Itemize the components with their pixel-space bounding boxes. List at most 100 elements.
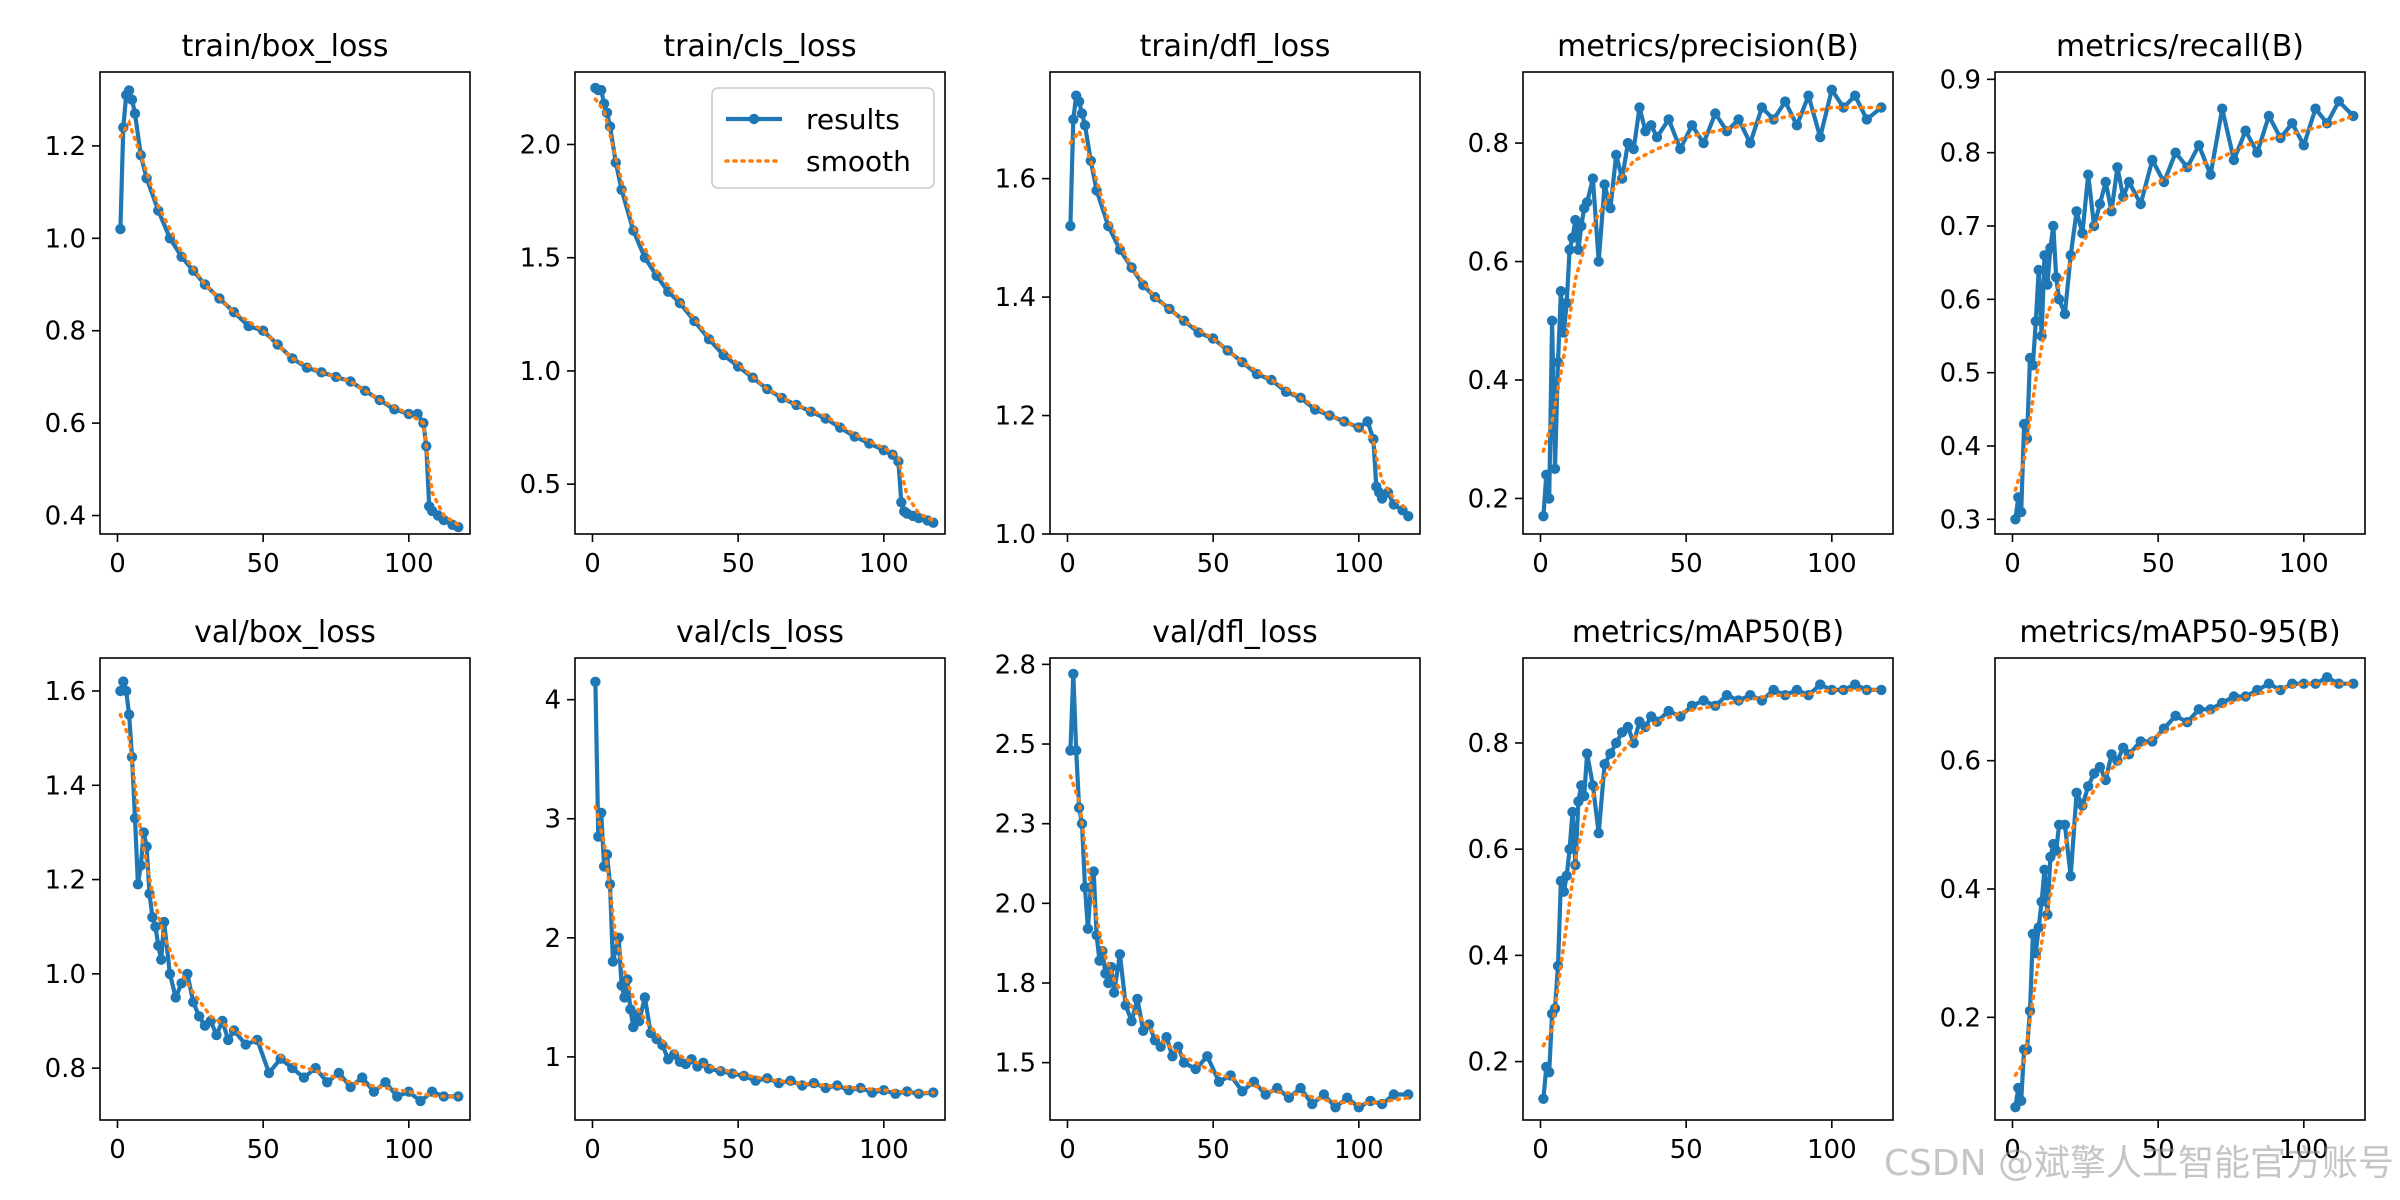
x-tick-label: 100 — [1334, 1135, 1384, 1165]
results-line — [1068, 671, 1409, 1110]
results-point — [2033, 922, 2044, 933]
results-point — [2228, 154, 2240, 166]
x-tick-label: 0 — [1532, 549, 1549, 579]
subplot-title: metrics/precision(B) — [1557, 29, 1859, 64]
results-point — [596, 84, 607, 96]
results-point — [1756, 102, 1768, 113]
results-point — [438, 514, 449, 526]
results-point — [2310, 103, 2321, 114]
results-point — [1167, 1051, 1178, 1062]
y-tick-label: 1.2 — [995, 402, 1036, 432]
results-point — [1599, 179, 1610, 190]
results-point — [2170, 147, 2181, 158]
results-point — [322, 1077, 333, 1088]
results-point — [1745, 137, 1756, 149]
x-tick-label: 0 — [1059, 1135, 1076, 1165]
y-tick-label: 0.6 — [1940, 747, 1981, 777]
y-tick-label: 0.4 — [1940, 432, 1981, 462]
results-point — [380, 1077, 391, 1088]
subplot-title: train/box_loss — [181, 29, 388, 64]
results-point — [2083, 781, 2094, 792]
results-point — [1826, 84, 1838, 96]
results-point — [2333, 96, 2344, 107]
results-point — [1593, 828, 1604, 839]
y-tick-label: 0.9 — [1940, 65, 1981, 95]
results-point — [1861, 114, 1873, 125]
results-point — [2010, 514, 2021, 525]
results-point — [1555, 286, 1567, 297]
plot-area — [115, 85, 464, 533]
results-point — [193, 1011, 205, 1022]
results-point — [593, 831, 604, 842]
results-point — [1082, 923, 1094, 934]
results-point — [1651, 132, 1663, 143]
results-point — [2036, 896, 2047, 907]
results-point — [156, 954, 167, 965]
results-point — [1260, 1089, 1271, 1100]
results-point — [2094, 761, 2106, 773]
x-tick-label: 100 — [859, 1135, 909, 1165]
y-tick-label: 3 — [544, 805, 561, 835]
subplot: val/cls_loss 0 50 100 1 2 3 4 — [544, 615, 946, 1165]
x-tick-label: 0 — [584, 549, 601, 579]
axes-frame — [1994, 71, 2366, 535]
results-point — [1780, 96, 1791, 107]
results-point — [2027, 360, 2039, 371]
axes-frame — [1522, 657, 1894, 1121]
results-point — [633, 1016, 645, 1027]
plot-area — [1538, 679, 1887, 1105]
y-tick-label: 2.3 — [995, 810, 1036, 840]
results-point — [147, 912, 158, 923]
smooth-line — [1068, 127, 1411, 513]
results-point — [1126, 1016, 1137, 1027]
results-point — [1593, 256, 1604, 267]
results-point — [1065, 220, 1076, 232]
results-point — [123, 85, 135, 96]
plot-area — [2010, 96, 2359, 525]
results-point — [2298, 678, 2309, 689]
legend-results-label: results — [806, 103, 900, 136]
y-tick-label: 1.0 — [995, 520, 1036, 550]
results-point — [2083, 169, 2094, 180]
results-point — [1132, 993, 1143, 1005]
results-point — [2106, 206, 2117, 217]
results-line — [1541, 682, 1882, 1099]
results-point — [2045, 242, 2056, 254]
results-point — [1564, 244, 1575, 255]
subplot: train/box_loss 0 50 100 0.4 0.6 0.8 1.0 1.2 — [45, 29, 471, 579]
results-point — [1876, 102, 1887, 113]
y-tick-label: 1.0 — [45, 960, 86, 990]
results-point — [1605, 203, 1616, 214]
results-point — [2240, 125, 2251, 136]
y-tick-label: 0.5 — [520, 470, 561, 500]
x-tick-label: 50 — [1670, 549, 1703, 579]
results-point — [392, 1091, 403, 1102]
y-tick-label: 0.2 — [1468, 1048, 1509, 1078]
results-point — [1698, 137, 1709, 149]
results-point — [121, 685, 132, 697]
results-point — [2018, 418, 2030, 430]
x-tick-label: 50 — [247, 1135, 280, 1165]
results-point — [1646, 120, 1657, 131]
x-tick-label: 0 — [2004, 549, 2021, 579]
axes-frame — [1049, 71, 1421, 535]
y-tick-label: 0.8 — [1468, 729, 1509, 759]
smooth-line — [593, 804, 936, 1095]
results-point — [2059, 819, 2071, 830]
results-point — [1330, 1102, 1341, 1113]
results-point — [2013, 492, 2024, 503]
x-tick-label: 100 — [384, 549, 434, 579]
y-tick-label: 0.6 — [1468, 248, 1509, 278]
results-point — [2059, 308, 2071, 320]
smooth-line — [2013, 681, 2356, 1077]
subplot: train/dfl_loss 0 50 100 1.0 1.2 1.4 1.6 — [995, 29, 1421, 579]
results-point — [126, 94, 138, 105]
smooth-line — [593, 97, 936, 523]
results-point — [1561, 297, 1572, 309]
results-point — [1628, 143, 1639, 155]
x-tick-label: 0 — [1059, 549, 1076, 579]
y-tick-label: 0.8 — [45, 1054, 86, 1084]
results-point — [1576, 780, 1587, 791]
y-tick-label: 1.0 — [520, 357, 561, 387]
plot-area — [1065, 90, 1414, 522]
